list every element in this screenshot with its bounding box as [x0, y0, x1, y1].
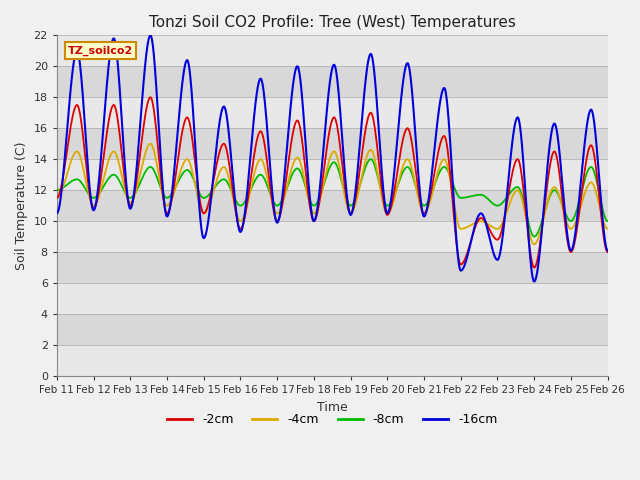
Bar: [57, 159, 607, 190]
Y-axis label: Soil Temperature (C): Soil Temperature (C): [15, 142, 28, 270]
Text: TZ_soilco2: TZ_soilco2: [68, 46, 133, 56]
X-axis label: Time: Time: [317, 400, 348, 413]
Bar: [57, 314, 607, 345]
Bar: [57, 97, 607, 128]
Bar: [57, 345, 607, 376]
Bar: [57, 36, 607, 66]
Legend: -2cm, -4cm, -8cm, -16cm: -2cm, -4cm, -8cm, -16cm: [162, 408, 502, 431]
Bar: [57, 66, 607, 97]
Bar: [57, 128, 607, 159]
Bar: [57, 283, 607, 314]
Bar: [57, 190, 607, 221]
Title: Tonzi Soil CO2 Profile: Tree (West) Temperatures: Tonzi Soil CO2 Profile: Tree (West) Temp…: [148, 15, 516, 30]
Bar: [57, 252, 607, 283]
Bar: [57, 221, 607, 252]
